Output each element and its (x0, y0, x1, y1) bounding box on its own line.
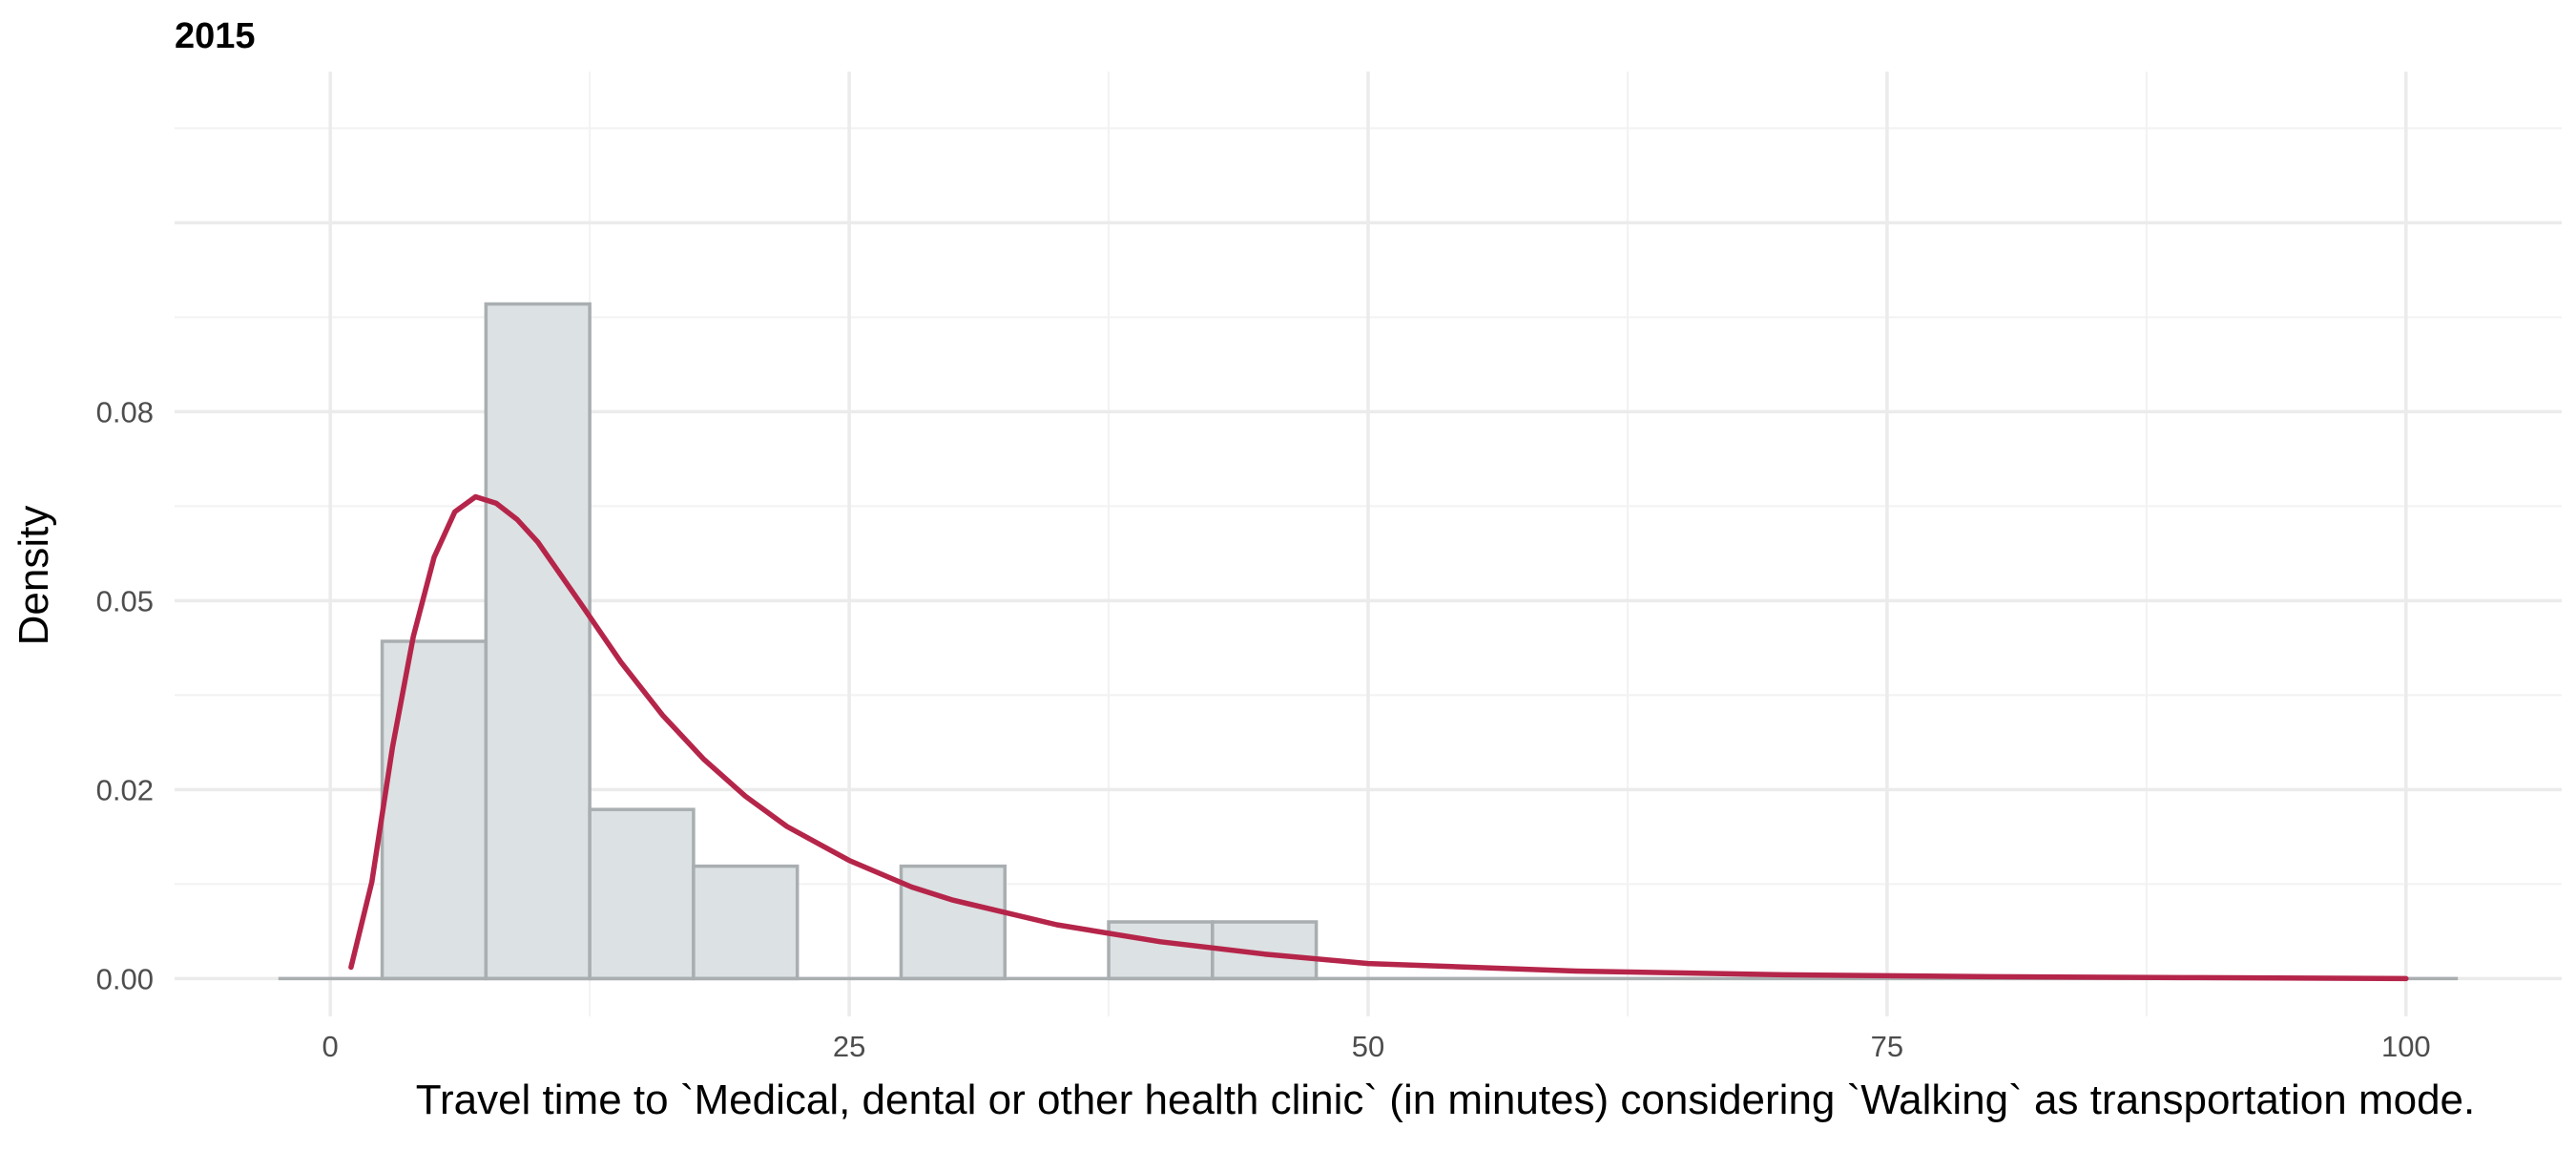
histogram-bar (899, 864, 1008, 981)
y-tick-label: 0.02 (96, 773, 154, 806)
x-tick-label: 50 (1352, 1030, 1384, 1063)
y-tick-label: 0.05 (96, 584, 154, 617)
histogram-bar (1107, 920, 1215, 981)
x-axis-title: Travel time to `Medical, dental or other… (416, 1077, 2476, 1123)
x-tick-label: 75 (1871, 1030, 1903, 1063)
y-tick-label: 0.00 (96, 962, 154, 995)
histogram-bar (484, 302, 592, 981)
histogram-bar (380, 639, 488, 981)
x-tick-labels: 0 25 50 75 100 (322, 1030, 2431, 1063)
histogram-bar (588, 807, 696, 981)
x-tick-label: 25 (833, 1030, 865, 1063)
x-tick-label: 100 (2381, 1030, 2431, 1063)
y-tick-labels: 0.00 0.02 0.05 0.08 (96, 395, 154, 995)
y-axis-title: Density (10, 506, 57, 646)
x-tick-label: 0 (322, 1030, 339, 1063)
panel-title: 2015 (175, 16, 256, 56)
histogram-bars (278, 302, 2459, 981)
density-curve (348, 493, 2409, 982)
y-tick-label: 0.08 (96, 395, 154, 429)
histogram-bar (692, 864, 800, 981)
density-curve-layer (348, 493, 2409, 982)
